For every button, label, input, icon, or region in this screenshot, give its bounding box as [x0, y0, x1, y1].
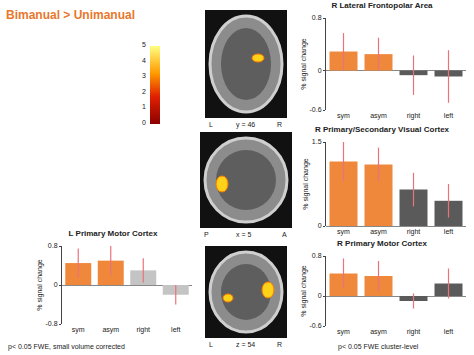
svg-text:sym: sym — [337, 228, 350, 236]
svg-text:left: left — [171, 326, 180, 333]
html-text:z = 54: z = 54 — [236, 341, 256, 348]
html-text:A: A — [282, 231, 287, 238]
html-text:2: 2 — [142, 87, 146, 95]
svg-text:left: left — [444, 112, 453, 119]
html-text:p< 0.05 FWE, small volume corr: p< 0.05 FWE, small volume corrected — [8, 343, 125, 350]
svg-text:left: left — [444, 228, 453, 235]
svg-text:right: right — [136, 326, 150, 334]
html-text:1: 1 — [142, 103, 146, 111]
html-text:L: L — [209, 121, 213, 128]
html-text:y = 46: y = 46 — [236, 121, 256, 128]
svg-text:R Primary/Secondary Visual Cor: R Primary/Secondary Visual Cortex — [315, 125, 450, 134]
svg-text:right: right — [407, 228, 421, 236]
svg-text:-0.8: -0.8 — [46, 320, 58, 327]
svg-text:asym: asym — [102, 326, 119, 334]
svg-text:R Primary Motor Cortex: R Primary Motor Cortex — [337, 239, 427, 248]
svg-text:% signal change: % signal change — [36, 259, 44, 310]
svg-text:-0.6: -0.6 — [310, 322, 322, 329]
svg-text:sym: sym — [337, 328, 350, 336]
svg-text:right: right — [407, 328, 421, 336]
svg-text:1.5: 1.5 — [312, 138, 322, 145]
html-text:4: 4 — [142, 56, 146, 64]
svg-text:asym: asym — [370, 328, 387, 336]
html-text:Bimanual > Unimanual: Bimanual > Unimanual — [6, 8, 135, 22]
svg-text:0.8: 0.8 — [312, 252, 322, 259]
svg-text:0.8: 0.8 — [48, 242, 58, 249]
svg-text:0: 0 — [318, 292, 322, 299]
svg-text:0: 0 — [318, 222, 322, 229]
html-text:R: R — [277, 121, 283, 128]
svg-text:0: 0 — [318, 67, 322, 74]
svg-text:R Lateral Frontopolar Area: R Lateral Frontopolar Area — [331, 1, 433, 10]
svg-text:asym: asym — [370, 228, 387, 236]
svg-text:sym: sym — [72, 326, 85, 334]
svg-text:-0.6: -0.6 — [310, 106, 322, 113]
html-text:p< 0.05 FWE cluster-level: p< 0.05 FWE cluster-level — [338, 343, 419, 350]
html-text:3: 3 — [142, 72, 146, 80]
html-text:0: 0 — [142, 119, 146, 126]
svg-text:L Primary Motor Cortex: L Primary Motor Cortex — [69, 229, 158, 238]
svg-text:% signal change: % signal change — [300, 265, 308, 316]
html-text:R: R — [277, 341, 283, 348]
svg-text:right: right — [407, 112, 421, 120]
svg-text:sym: sym — [337, 112, 350, 120]
html-text:5: 5 — [142, 41, 146, 48]
svg-text:0: 0 — [54, 281, 58, 288]
svg-text:asym: asym — [370, 112, 387, 120]
html-text:L: L — [209, 341, 213, 348]
html-text:x = 5: x = 5 — [236, 231, 252, 238]
svg-text:0.8: 0.8 — [312, 14, 322, 21]
html-text:P: P — [204, 231, 209, 238]
svg-text:left: left — [444, 328, 453, 335]
svg-text:% signal change: % signal change — [302, 158, 310, 209]
svg-text:% signal change: % signal change — [300, 38, 308, 89]
